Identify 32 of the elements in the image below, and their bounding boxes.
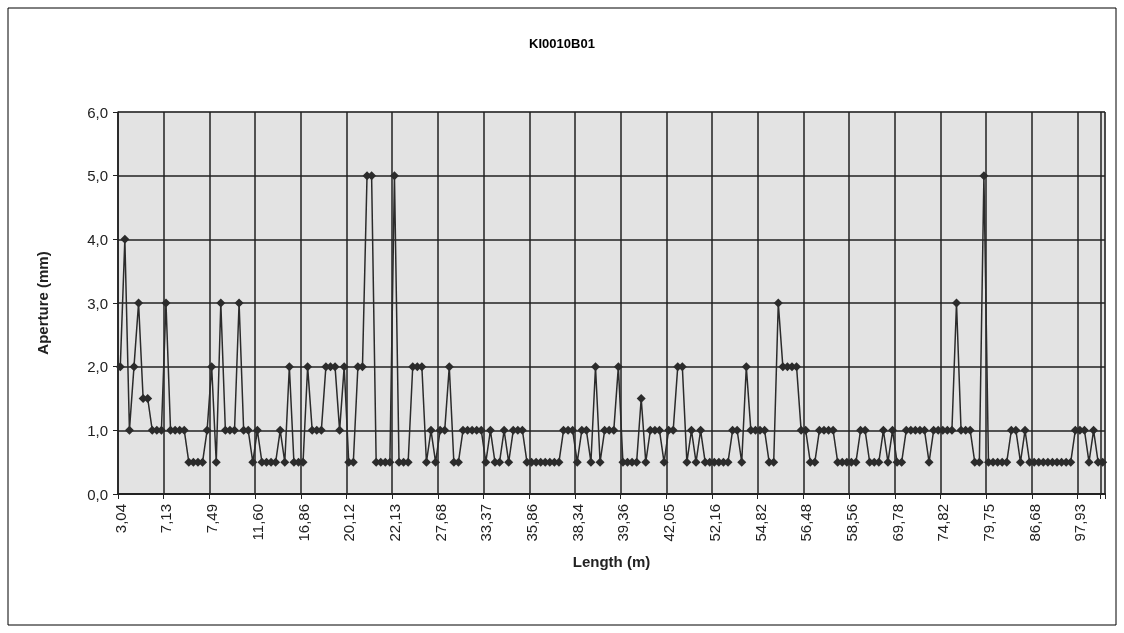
x-tick-label: 20,12 bbox=[340, 504, 358, 542]
x-tick-label: 38,34 bbox=[568, 504, 586, 542]
x-tick-label: 52,16 bbox=[705, 504, 723, 542]
x-tick-label: 7,13 bbox=[157, 504, 175, 534]
x-tick-label: 56,48 bbox=[797, 504, 815, 542]
x-tick-label: 69,78 bbox=[888, 504, 906, 542]
y-tick-label: 0,0 bbox=[87, 485, 108, 503]
x-tick-label: 22,13 bbox=[385, 504, 403, 542]
x-tick-label: 11,60 bbox=[248, 504, 266, 541]
y-tick-label: 5,0 bbox=[87, 167, 108, 185]
x-tick-label: 97,93 bbox=[1071, 504, 1089, 542]
x-tick-label: 33,37 bbox=[477, 504, 495, 542]
x-tick-label: 27,68 bbox=[431, 504, 449, 542]
x-tick-label: 7,49 bbox=[203, 504, 221, 534]
y-tick-label: 6,0 bbox=[87, 103, 108, 121]
x-tick-label: 58,56 bbox=[842, 504, 860, 542]
x-axis-title: Length (m) bbox=[572, 553, 651, 570]
x-tick-label: 79,75 bbox=[979, 504, 997, 542]
y-tick-label: 1,0 bbox=[87, 421, 108, 439]
y-tick-label: 2,0 bbox=[87, 358, 108, 376]
y-tick-label: 3,0 bbox=[87, 294, 108, 312]
y-tick-label: 4,0 bbox=[87, 230, 108, 248]
x-tick-label: 74,82 bbox=[934, 504, 952, 542]
x-tick-label: 39,36 bbox=[614, 504, 632, 542]
x-tick-label: 35,86 bbox=[523, 504, 541, 542]
x-tick-label: 42,05 bbox=[660, 504, 678, 542]
x-tick-label: 16,86 bbox=[294, 504, 312, 542]
x-tick-label: 86,68 bbox=[1025, 504, 1043, 542]
chart-title: KI0010B01 bbox=[529, 36, 595, 51]
x-tick-label: 54,82 bbox=[751, 504, 769, 542]
x-tick-label: 3,04 bbox=[111, 504, 129, 534]
y-axis-title: Aperture (mm) bbox=[34, 251, 51, 355]
